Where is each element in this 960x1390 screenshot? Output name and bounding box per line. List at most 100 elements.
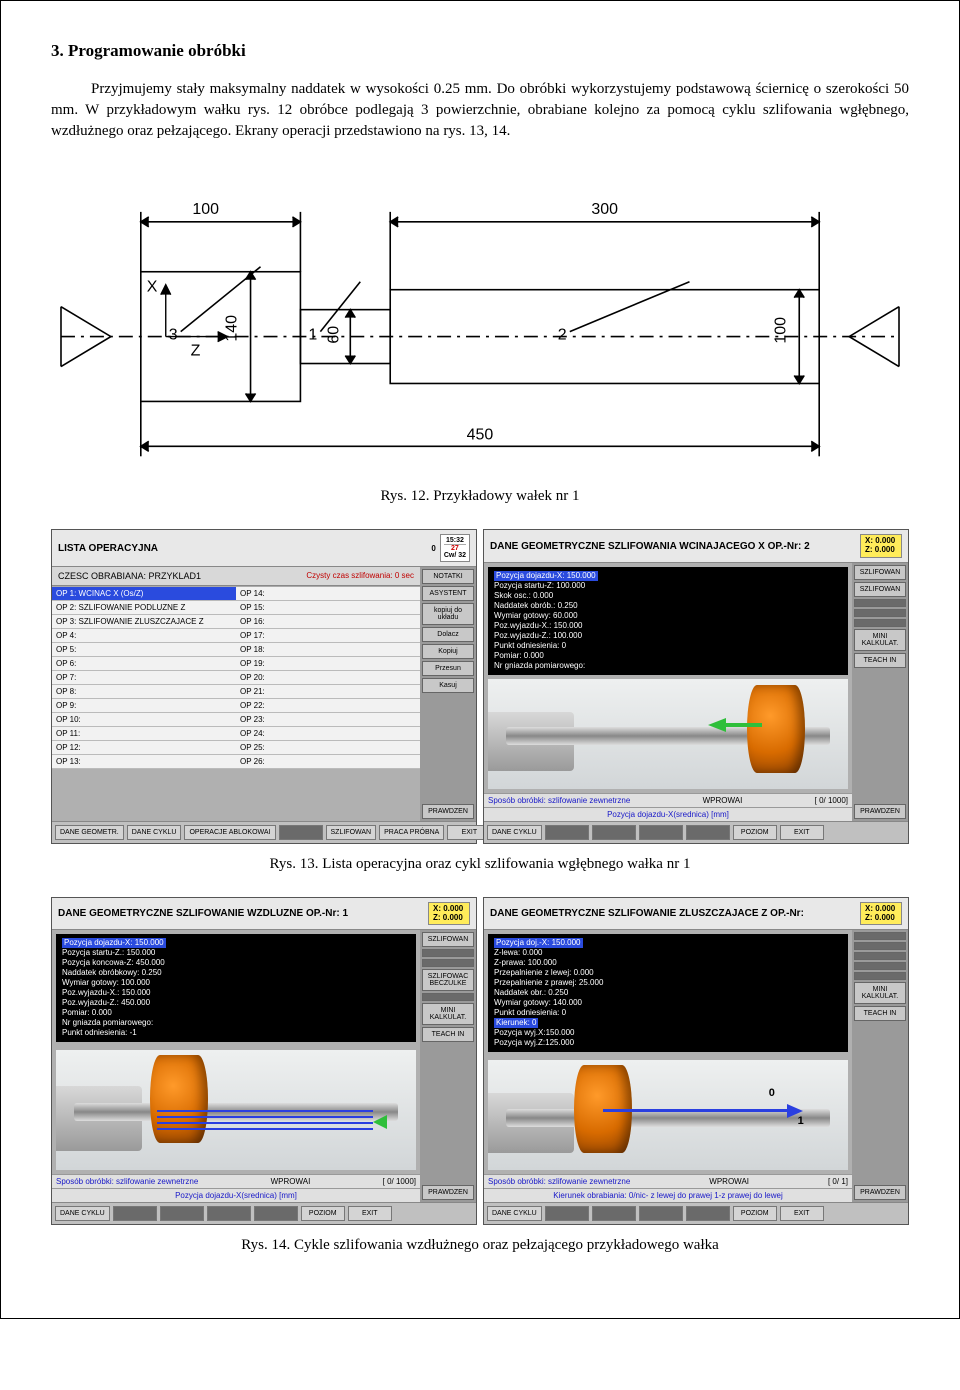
footer-button[interactable]: PRACA PRÓBNA [379,825,444,840]
side-button[interactable]: PRAWDZEN [854,1185,906,1200]
param-line: Kierunek: 0 [494,1018,842,1028]
op-row[interactable]: OP 16: [236,615,420,629]
side-button [854,952,906,960]
footer-button[interactable]: SZLIFOWAN [326,825,377,840]
footer-button[interactable]: DANE GEOMETR. [55,825,124,840]
op-row[interactable]: OP 10: [52,713,236,727]
side-button[interactable]: Przesun [422,661,474,676]
op-row[interactable]: OP 17: [236,629,420,643]
param-line: Punkt odniesienia: 0 [494,641,842,651]
footer-button[interactable]: POZIOM [301,1206,345,1221]
footer-button[interactable]: OPERACJE ABLOKOWAI [184,825,275,840]
op-row[interactable]: OP 6: [52,657,236,671]
side-button [854,942,906,950]
svg-text:1: 1 [308,327,317,344]
op-table: OP 1: WCINAC X (Os/Z)OP 14:OP 2: SZLIFOW… [52,586,420,769]
svg-text:2: 2 [558,327,567,344]
param-line: Naddatek obrób.: 0.250 [494,601,842,611]
side-button[interactable]: SZLIFOWAN [854,565,906,580]
side-button[interactable]: kopiuj do układu [422,603,474,625]
panel-title: DANE GEOMETRYCZNE SZLIFOWANIE ZLUSZCZAJA… [490,908,804,919]
side-buttons: MINI KALKULAT. TEACH IN PRAWDZEN [852,930,908,1202]
hint-line: Pozycja dojazdu-X(srednica) [mm] [484,807,852,821]
op-row[interactable]: OP 12: [52,741,236,755]
footer-button[interactable]: DANE CYKLU [55,1206,110,1221]
side-button[interactable]: TEACH IN [854,1006,906,1021]
side-button[interactable]: Kasuj [422,678,474,693]
op-row[interactable]: OP 22: [236,699,420,713]
op-row[interactable]: OP 13: [52,755,236,769]
render-plunge [488,679,848,789]
op-row[interactable]: OP 2: SZLIFOWANIE PODLUZNE Z [52,601,236,615]
footer-button[interactable]: DANE CYKLU [487,1206,542,1221]
op-row[interactable]: OP 9: [52,699,236,713]
op-row[interactable]: OP 19: [236,657,420,671]
param-line: Poz.wyjazdu-Z.: 450.000 [62,998,410,1008]
side-button[interactable]: PRAWDZEN [422,1185,474,1200]
side-button[interactable]: TEACH IN [854,653,906,668]
param-line: Pozycja startu-Z: 100.000 [494,581,842,591]
side-button[interactable]: Dolacz [422,627,474,642]
op-row[interactable]: OP 4: [52,629,236,643]
op-row[interactable]: OP 3: SZLIFOWANIE ZLUSZCZAJACE Z [52,615,236,629]
grind-time: Czysty czas szlifowania: 0 sec [306,571,414,580]
param-box: Pozycja doj.-X: 150.000Z-lewa: 0.000Z-pr… [488,934,848,1052]
side-button [422,949,474,957]
side-button[interactable]: SZLIFOWAN [422,932,474,947]
coord-readout: X: 0.000Z: 0.000 [860,534,902,558]
op-row[interactable]: OP 26: [236,755,420,769]
footer-button [207,1206,251,1221]
op-row[interactable]: OP 24: [236,727,420,741]
fig14-caption: Rys. 14. Cykle szlifowania wzdłużnego or… [51,1237,909,1254]
footer-button [545,825,589,840]
op-row[interactable]: OP 14: [236,587,420,601]
footer-button[interactable]: POZIOM [733,1206,777,1221]
zero: 0 [431,544,435,553]
op-row[interactable]: OP 8: [52,685,236,699]
side-button[interactable]: NOTATKI [422,569,474,584]
op-row[interactable]: OP 20: [236,671,420,685]
side-button[interactable]: MINI KALKULAT. [854,982,906,1004]
footer-button[interactable]: POZIOM [733,825,777,840]
op-row[interactable]: OP 21: [236,685,420,699]
op-row[interactable]: OP 23: [236,713,420,727]
side-button[interactable]: SZLIFOWAN [854,582,906,597]
param-line: Poz.wyjazdu-X.: 150.000 [494,621,842,631]
footer-button[interactable]: EXIT [780,825,824,840]
footer-button[interactable]: EXIT [780,1206,824,1221]
op-row[interactable]: OP 5: [52,643,236,657]
footer-button [686,825,730,840]
arrow-left-icon [373,1115,387,1129]
axis-x: X [147,279,158,296]
side-button[interactable]: ASYSTENT [422,586,474,601]
side-button[interactable]: MINI KALKULAT. [854,629,906,651]
render-creep: 0 1 [488,1060,848,1170]
footer-button [592,1206,636,1221]
op-row[interactable]: OP 15: [236,601,420,615]
op-row[interactable]: OP 1: WCINAC X (Os/Z) [52,587,236,601]
op-row[interactable]: OP 11: [52,727,236,741]
footer-button[interactable]: EXIT [348,1206,392,1221]
footer-button [639,1206,683,1221]
op-row[interactable]: OP 7: [52,671,236,685]
footer-button[interactable]: DANE CYKLU [487,825,542,840]
side-button[interactable]: TEACH IN [422,1027,474,1042]
panel-longitudinal: DANE GEOMETRYCZNE SZLIFOWANIE WZDLUZNE O… [51,897,477,1226]
side-button[interactable]: MINI KALKULAT. [422,1003,474,1025]
param-line: Pozycja wyj.Z:125.000 [494,1038,842,1048]
side-button[interactable]: PRAWDZEN [422,804,474,819]
side-button [422,993,474,1001]
op-row[interactable]: OP 18: [236,643,420,657]
footer-bar: DANE CYKLU POZIOMEXIT [52,1202,476,1224]
side-buttons: SZLIFOWAN SZLIFOWAC BECZULKE MINI KALKULAT… [420,930,476,1202]
side-button[interactable]: Kopiuj [422,644,474,659]
intro-paragraph: Przyjmujemy stały maksymalny naddatek w … [51,79,909,142]
op-row[interactable]: OP 25: [236,741,420,755]
footer-button[interactable]: DANE CYKLU [127,825,182,840]
param-line: Poz.wyjazdu-X.: 150.000 [62,988,410,998]
footer-button [639,825,683,840]
footer-bar: DANE CYKLU POZIOMEXIT [484,821,908,843]
side-button[interactable]: SZLIFOWAC BECZULKE [422,969,474,991]
marker-0: 0 [769,1087,775,1099]
side-button[interactable]: PRAWDZEN [854,804,906,819]
